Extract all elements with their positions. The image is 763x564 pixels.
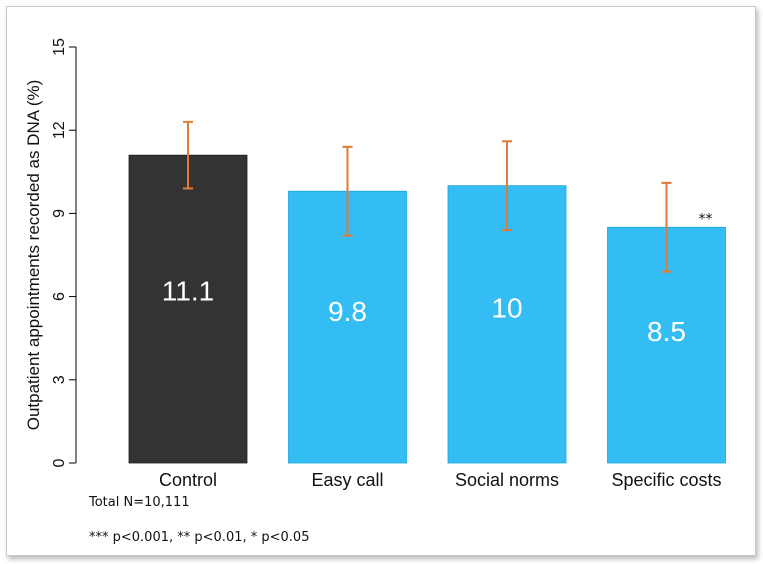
y-tick-label: 3 bbox=[51, 375, 68, 384]
x-category-label: Specific costs bbox=[611, 470, 721, 490]
bar-value-label: 10 bbox=[491, 293, 522, 324]
bar-value-label: 11.1 bbox=[162, 276, 214, 307]
y-tick-label: 12 bbox=[51, 121, 68, 139]
bar-value-label: 9.8 bbox=[328, 296, 367, 327]
y-tick-label: 0 bbox=[51, 458, 68, 467]
x-category-label: Social norms bbox=[455, 470, 559, 490]
y-tick-label: 15 bbox=[51, 38, 68, 56]
significance-marker: ** bbox=[699, 211, 713, 227]
significance-key-note: *** p<0.001, ** p<0.01, * p<0.05 bbox=[89, 530, 310, 545]
bar-value-label: 8.5 bbox=[647, 316, 686, 347]
bar-social-norms bbox=[447, 185, 567, 464]
x-category-label: Easy call bbox=[311, 470, 383, 490]
y-axis-label: Outpatient appointments recorded as DNA … bbox=[24, 80, 43, 431]
bar-control bbox=[128, 154, 248, 464]
y-tick-label: 9 bbox=[51, 209, 68, 218]
total-n-note: Total N=10,111 bbox=[89, 495, 190, 510]
x-category-label: Control bbox=[159, 470, 217, 490]
y-tick-label: 6 bbox=[51, 292, 68, 301]
